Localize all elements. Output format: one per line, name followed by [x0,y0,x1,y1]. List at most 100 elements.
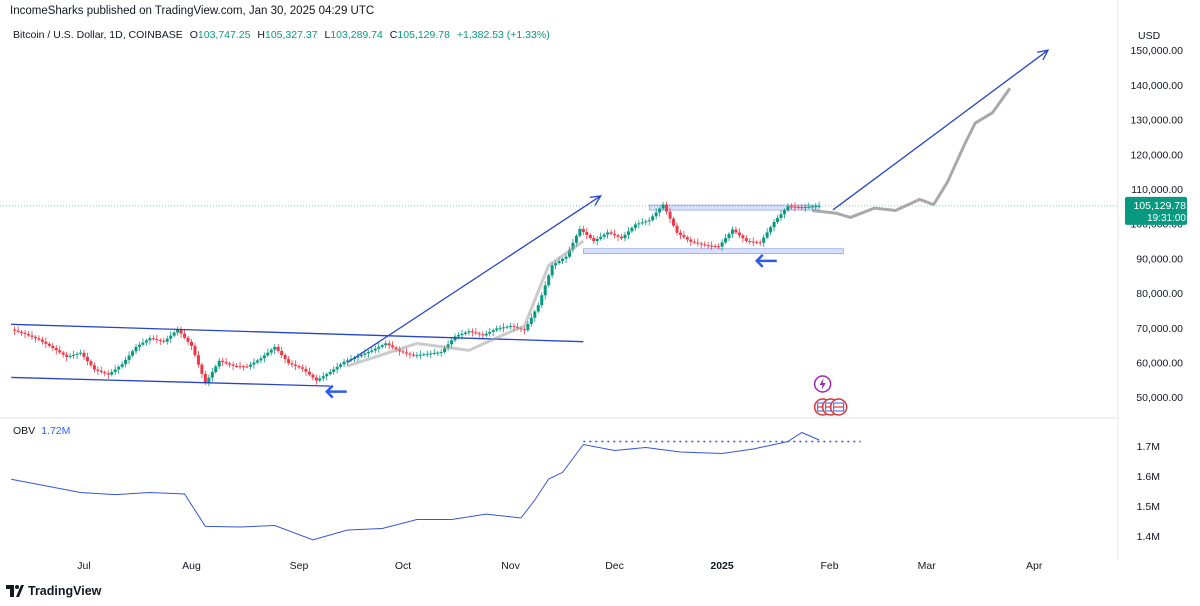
candle-up [460,333,464,336]
time-tick-label: Jul [77,560,90,572]
price-tick-label: 110,000.00 [1131,184,1183,196]
candle-down [470,331,474,333]
candle-down [717,246,721,248]
candle-down [221,360,225,363]
candle-up [606,232,610,235]
tradingview-footer[interactable]: TradingView [6,584,101,598]
candle-up [536,305,540,312]
candle-down [613,233,617,236]
candle-down [40,339,44,342]
candle-down [713,245,717,247]
publisher-line: IncomeSharks published on TradingView.co… [10,5,375,17]
price-tick-label: 130,000.00 [1130,115,1183,127]
candle-down [51,345,55,348]
low-label: L [324,29,331,41]
support-zone [583,248,844,255]
candle-up [803,207,807,209]
candle-up [432,352,436,354]
candle-down [616,235,620,237]
time-tick-label: Nov [501,560,520,572]
price-tick-label: 90,000.00 [1136,253,1183,265]
candle-down [678,232,682,235]
candle-up [647,220,651,222]
candle-down [401,351,405,353]
candle-down [706,245,710,247]
candle-up [207,377,211,384]
tradingview-logo-icon [6,585,24,597]
obv-tick-label: 1.6M [1137,471,1160,483]
candle-up [495,328,499,331]
countdown-label: 19:31:00 [1147,213,1186,224]
candle-down [411,354,415,356]
candle-down [99,370,103,373]
candle-up [765,232,769,238]
candle-up [377,346,381,349]
candle-down [44,341,48,344]
last-price-label: 105,129.78 [1133,200,1186,212]
candle-up [769,227,773,233]
candle-down [96,369,100,371]
candle-up [488,331,492,334]
candle-down [675,225,679,233]
symbol-legend: Bitcoin / U.S. Dollar, 1D, COINBASE O103… [13,29,550,41]
last-price-badge [1125,196,1187,225]
candle-down [585,231,589,235]
projection-arrow-line [347,195,602,364]
obv-tick-label: 1.7M [1137,441,1160,453]
candle-down [228,363,232,365]
candle-up [436,352,440,354]
candle-up [533,311,537,318]
candle-down [242,366,246,368]
candle-down [512,326,516,328]
candle-up [359,354,363,357]
candle-down [685,237,689,240]
candle-up [252,362,256,365]
candle-down [92,365,96,370]
candle-up [255,360,259,363]
candle-up [169,335,173,339]
candle-up [366,351,370,354]
time-tick-label: Aug [182,560,201,572]
candle-up [148,338,152,341]
candle-up [654,212,658,217]
candle-up [640,222,644,224]
candle-down [314,377,318,381]
candle-up [661,204,665,209]
open-value: 103,747.25 [197,29,251,41]
candle-down [200,364,204,374]
candle-down [103,372,107,374]
candle-down [300,367,304,369]
time-tick-label: Dec [605,560,624,572]
candle-up [342,361,346,365]
channel-lower-line [11,376,331,387]
candle-up [113,369,117,373]
candle-down [665,204,669,212]
price-tick-label: 120,000.00 [1130,149,1183,161]
candle-down [668,211,672,219]
candle-up [262,355,266,359]
candle-up [110,372,114,375]
obv-tick-label: 1.5M [1137,501,1160,513]
symbol-name: Bitcoin / U.S. Dollar, 1D, COINBASE [13,29,183,41]
candle-down [481,334,485,336]
candle-down [588,234,592,239]
candle-up [370,350,374,352]
candle-down [196,355,200,365]
candle-up [141,342,145,345]
candle-up [467,331,471,333]
candle-down [408,353,412,355]
candle-down [751,241,755,243]
candle-up [644,221,648,223]
candle-up [248,364,252,367]
candle-down [283,355,287,360]
candle-up [540,295,544,306]
candle-down [391,345,395,348]
candle-up [724,238,728,243]
candle-up [547,275,551,286]
candle-up [529,317,533,324]
candle-down [151,338,155,340]
candle-down [793,206,797,208]
projection-arrow-head [589,195,602,206]
candle-up [144,340,148,343]
